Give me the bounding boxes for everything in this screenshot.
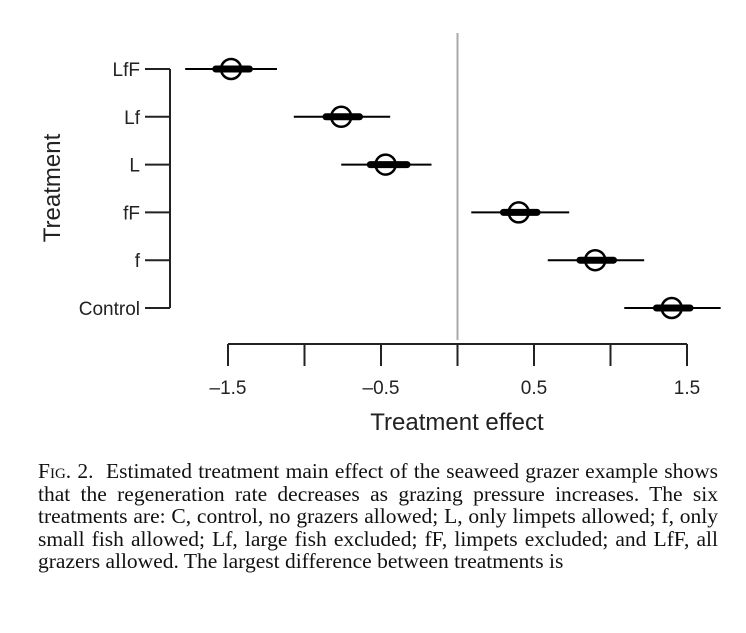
x-tick-label: –1.5 [210,378,247,399]
figure-caption-text: Estimated treatment main effect of the s… [38,459,718,573]
x-tick-label: –0.5 [363,378,400,399]
estimate-point-L [374,153,397,176]
figure-caption: Fig. 2. Estimated treatment main effect … [38,460,718,573]
estimate-point-fF [507,201,530,224]
y-tick-label: Lf [124,108,141,129]
estimate-point-Lf [329,105,353,129]
x-axis: –1.5 –0.5 0.5 1.5 [210,343,700,399]
y-tick-label: Control [79,299,140,320]
y-tick-label: f [135,251,141,272]
estimate-point-Control [660,296,683,320]
plot-marks [185,57,721,320]
x-tick-label: 1.5 [674,378,700,399]
y-axis: LfF Lf LfF f Control [79,60,171,320]
estimate-point-LfF [219,57,243,81]
y-tick-label: L [129,156,140,177]
y-tick-label: fF [123,203,140,224]
x-axis-label: Treatment effect [370,409,544,436]
y-axis-label: Treatment [39,133,66,242]
treatment-effect-chart: LfF Lf LfF f Control –1.5 –0.5 0.5 1.5 Treatmen… [39,33,721,436]
figure-caption-label: Fig. 2. [38,459,94,483]
x-tick-label: 0.5 [521,378,547,399]
estimate-point-f [583,248,607,272]
y-tick-label: LfF [113,60,140,81]
